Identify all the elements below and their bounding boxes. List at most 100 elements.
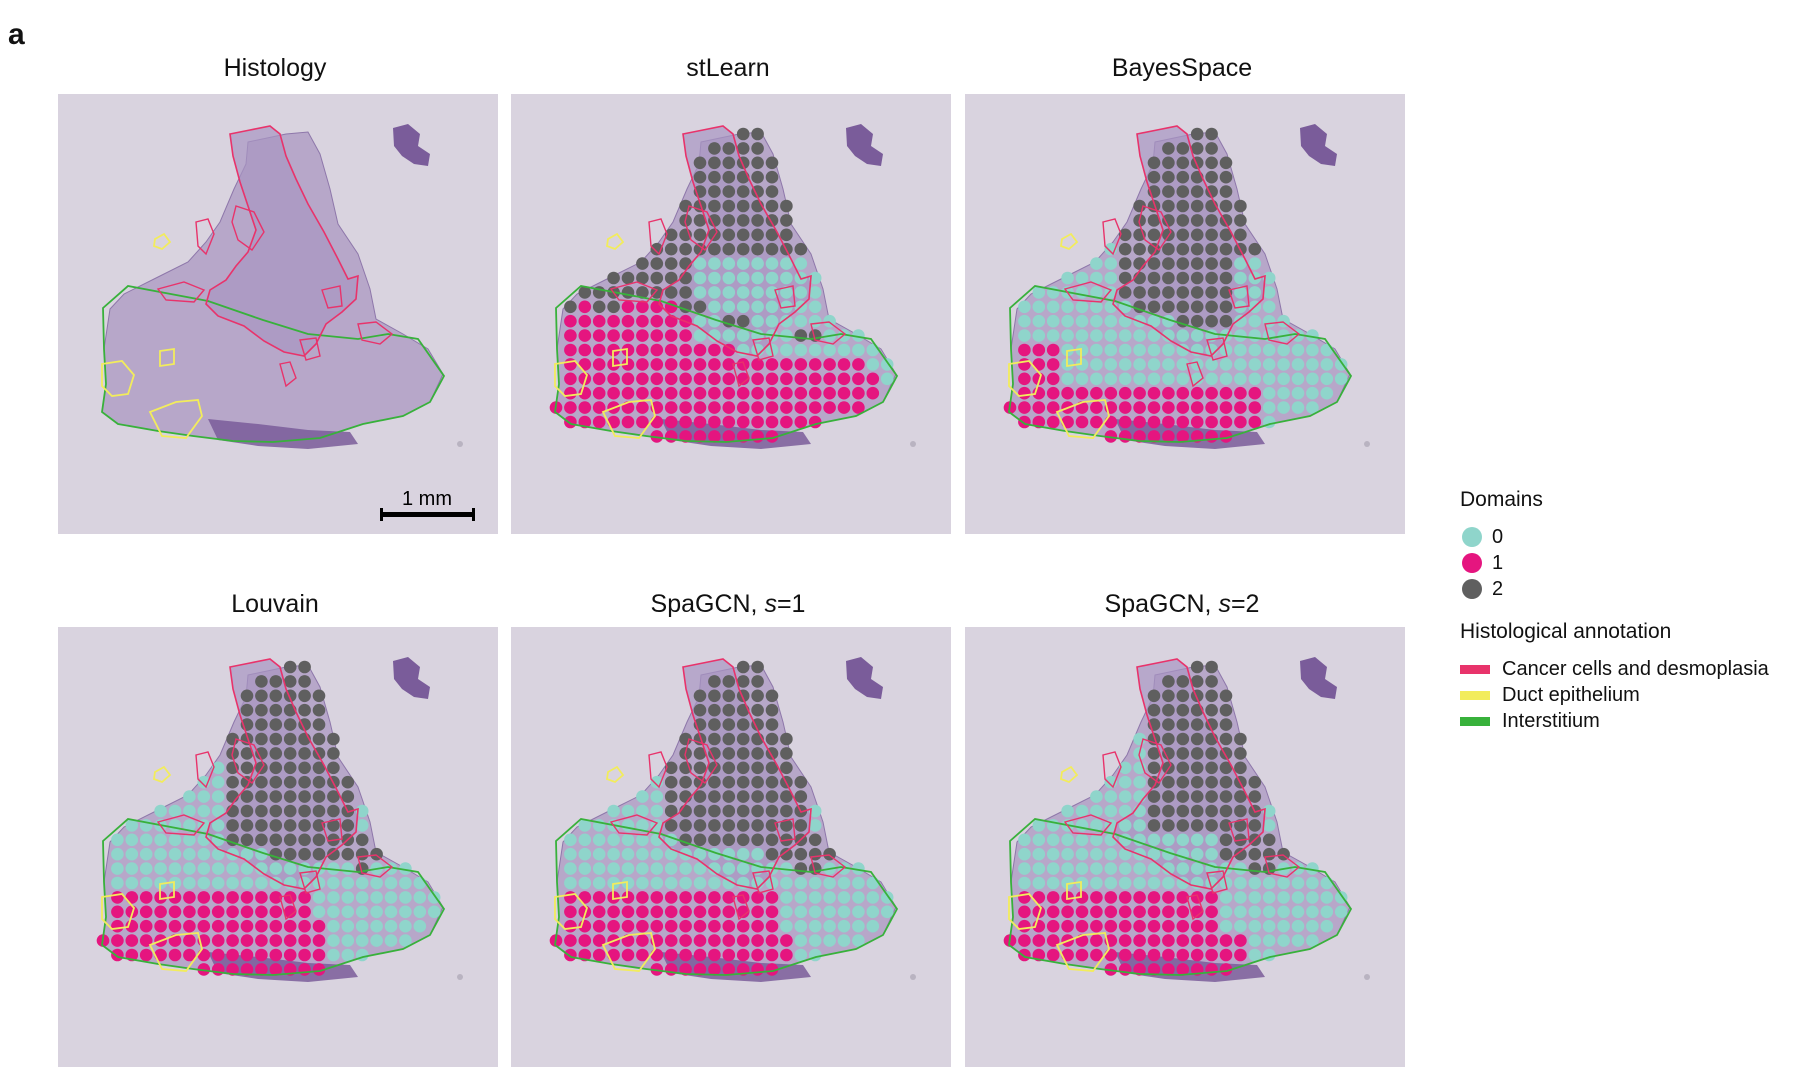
slide-artifact [1364,441,1370,447]
spot-domain-2 [1176,156,1190,170]
spot-domain-1 [693,343,707,357]
spot-domain-2 [298,833,311,847]
spot-domain-2 [240,790,254,803]
spot-domain-1 [183,905,196,919]
spot-domain-1 [808,386,822,400]
spot-domain-2 [269,689,283,703]
spot-domain-2 [1205,314,1218,328]
spot-domain-1 [578,314,592,328]
spot-domain-1 [1046,386,1060,400]
spot-domain-2 [1147,819,1161,832]
legend-domain-2: 2 [1460,576,1810,602]
spot-domain-1 [1219,934,1233,947]
spot-domain-1 [1205,963,1218,976]
duct-outline [1066,880,1082,901]
spot-domain-2 [298,775,311,789]
spot-domain-0 [780,257,793,270]
spot-domain-1 [837,358,851,371]
spot-domain-1 [1234,386,1247,400]
cancer-outline [321,818,343,842]
panel-title-stlearn: stLearn [686,54,770,82]
cancer-outline [1264,321,1301,345]
spot-domain-1 [1018,415,1031,429]
spot-domain-0 [780,314,793,328]
spot-domain-0 [794,343,808,357]
spot-domain-2 [283,675,297,688]
spot-domain-1 [564,948,577,962]
spot-domain-2 [298,847,311,861]
cancer-outline [195,218,215,256]
spot-domain-2 [255,775,268,789]
spot-domain-2 [1147,804,1161,818]
spot-domain-0 [852,343,865,357]
spot-domain-1 [607,905,620,919]
spot-domain-1 [1234,934,1247,947]
spot-domain-2 [255,804,268,818]
spot-domain-0 [1032,300,1046,314]
spot-domain-1 [650,963,664,976]
spot-domain-0 [636,876,649,890]
spot-domain-2 [1219,271,1233,285]
spot-domain-0 [197,876,211,890]
spot-domain-0 [1320,386,1334,400]
spot-domain-1 [592,891,606,904]
tissue-fragment [393,657,430,699]
spot-domain-0 [1046,314,1060,328]
spot-domain-1 [283,934,297,947]
spot-domain-2 [312,732,326,746]
spot-domain-1 [183,934,196,947]
spot-domain-0 [636,790,649,803]
spot-domain-2 [1219,314,1233,328]
spot-domain-2 [693,790,707,803]
spot-domain-1 [312,919,326,933]
spot-domain-2 [1176,257,1190,270]
duct-outline [153,765,172,784]
spot-domain-2 [1162,271,1175,285]
spot-domain-1 [1090,905,1103,919]
spot-domain-1 [1032,343,1046,357]
spot-domain-2 [1176,689,1190,703]
spot-domain-1 [1176,386,1190,400]
spot-domain-2 [708,242,721,256]
spot-domain-0 [794,934,808,947]
spot-domain-2 [312,703,326,717]
spot-domain-0 [1147,329,1161,342]
spot-domain-0 [1291,343,1305,357]
spot-domain-0 [341,891,355,904]
spot-domain-1 [1147,386,1161,400]
spot-domain-0 [1234,358,1247,371]
spot-domain-1 [111,948,124,962]
spot-domain-0 [125,819,139,832]
spot-domain-0 [808,804,822,818]
spot-domain-2 [312,847,326,861]
spot-domain-0 [1075,876,1089,890]
spot-domain-0 [370,891,383,904]
spot-domain-1 [722,891,736,904]
spot-domain-2 [736,675,750,688]
spot-domain-0 [1032,876,1046,890]
cancer-outline [299,870,321,894]
spot-domain-1 [765,919,779,933]
spot-domain-1 [679,891,692,904]
spot-domain-1 [1234,948,1247,962]
spot-domain-0 [1147,862,1161,875]
spot-domain-0 [341,948,355,962]
spot-domain-0 [708,862,721,875]
spot-domain-0 [780,286,793,299]
spot-domain-0 [111,876,124,890]
spot-domain-1 [852,372,865,386]
spot-domain-1 [808,358,822,371]
spot-domain-0 [1018,876,1031,890]
cancer-outline [279,361,297,388]
spot-domain-1 [226,919,239,933]
spot-domain-0 [240,862,254,875]
spot-domain-0 [808,271,822,285]
spot-domain-0 [1306,891,1319,904]
spot-domain-1 [1147,963,1161,976]
spot-domain-2 [1219,761,1233,775]
spot-domain-0 [355,905,369,919]
spot-domain-0 [823,919,836,933]
spot-domain-0 [370,876,383,890]
spot-domain-2 [298,660,311,674]
spot-domain-1 [1219,401,1233,414]
